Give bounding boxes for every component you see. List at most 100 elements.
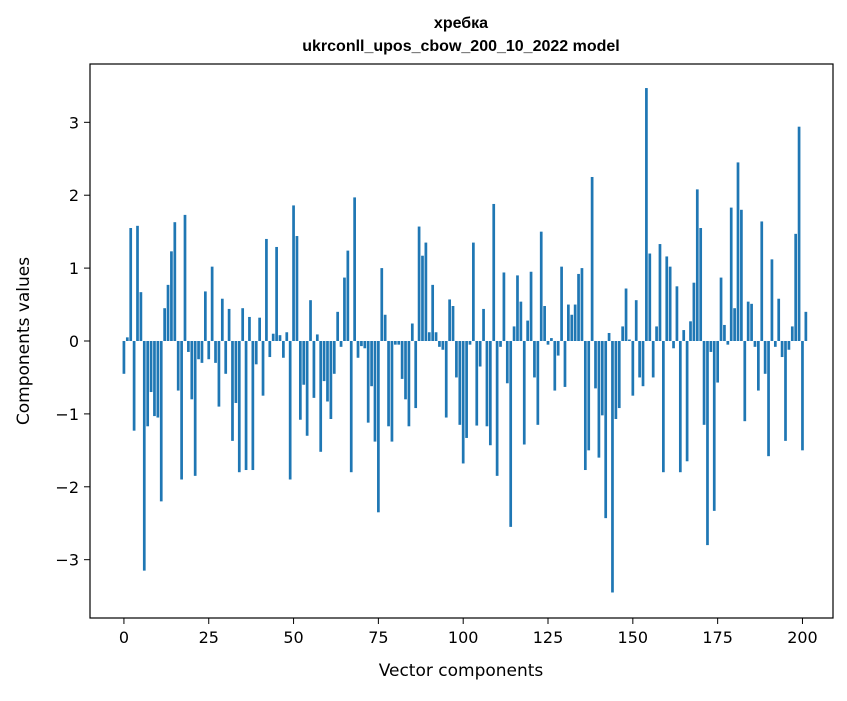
bar xyxy=(142,341,146,571)
bar xyxy=(370,341,373,387)
bar xyxy=(573,304,577,341)
bar xyxy=(349,341,353,473)
bar xyxy=(285,332,289,341)
bar xyxy=(624,288,628,341)
bar xyxy=(448,299,451,341)
bar xyxy=(767,341,770,457)
bar xyxy=(723,324,726,341)
bar xyxy=(797,126,801,341)
bar xyxy=(366,341,370,423)
bar xyxy=(251,341,255,471)
bar xyxy=(173,222,177,341)
bar xyxy=(550,338,553,341)
bar xyxy=(393,341,397,345)
bar xyxy=(784,341,787,441)
x-tick-label: 100 xyxy=(448,628,479,647)
bar xyxy=(682,330,686,341)
bar xyxy=(153,341,156,417)
bar xyxy=(224,341,228,374)
bar xyxy=(567,304,570,341)
bar xyxy=(478,341,482,367)
bar xyxy=(675,286,679,341)
bar xyxy=(170,251,173,341)
bar xyxy=(410,323,414,341)
bar xyxy=(658,244,662,341)
bar xyxy=(736,162,740,341)
bar xyxy=(740,209,743,341)
bar xyxy=(234,341,238,403)
bar xyxy=(638,341,641,378)
bar xyxy=(397,341,401,345)
bar xyxy=(746,301,750,341)
bar xyxy=(427,332,431,341)
bar xyxy=(149,341,153,393)
bar xyxy=(763,341,767,374)
bar xyxy=(190,341,194,400)
bar xyxy=(662,341,665,473)
bar xyxy=(539,231,543,341)
bar xyxy=(553,341,557,391)
x-tick-label: 50 xyxy=(283,628,303,647)
bar xyxy=(444,341,448,418)
bar xyxy=(231,341,234,441)
bar xyxy=(706,341,709,546)
bar xyxy=(332,341,336,374)
bar xyxy=(492,203,496,341)
bar xyxy=(485,341,489,427)
bar xyxy=(702,341,706,425)
bar xyxy=(801,341,804,451)
bar xyxy=(312,341,316,398)
bar xyxy=(254,341,258,365)
bar xyxy=(455,341,458,378)
x-tick-label: 75 xyxy=(368,628,388,647)
bar xyxy=(628,339,631,341)
x-tick-label: 175 xyxy=(702,628,733,647)
bar xyxy=(363,341,367,349)
bar xyxy=(794,233,798,341)
bar xyxy=(475,341,479,426)
bar xyxy=(689,321,692,341)
bar xyxy=(502,272,506,341)
bar xyxy=(217,341,221,407)
bar xyxy=(509,341,513,527)
bar xyxy=(716,341,720,383)
bar xyxy=(597,341,601,458)
bar xyxy=(587,341,591,451)
bar xyxy=(543,306,546,341)
bar xyxy=(522,341,526,445)
bar xyxy=(655,326,658,341)
x-tick-label: 125 xyxy=(533,628,564,647)
bar xyxy=(125,337,129,341)
bar xyxy=(207,341,211,360)
bar xyxy=(319,341,323,452)
bar xyxy=(383,314,387,341)
bar xyxy=(651,341,655,378)
y-tick-label: 1 xyxy=(69,259,79,278)
bar xyxy=(329,341,333,419)
y-tick-label: 2 xyxy=(69,186,79,205)
bar xyxy=(390,341,394,442)
bar xyxy=(414,341,418,409)
bar xyxy=(166,284,170,341)
bar xyxy=(322,341,326,382)
bar xyxy=(760,221,764,341)
bar xyxy=(136,225,139,341)
bar xyxy=(258,317,261,341)
bar xyxy=(309,300,312,341)
bar xyxy=(529,271,533,341)
bar xyxy=(438,341,441,347)
bar xyxy=(227,308,231,341)
y-tick-label: 0 xyxy=(69,332,79,351)
bar xyxy=(556,341,560,356)
bar xyxy=(183,214,187,341)
bar xyxy=(156,341,160,418)
bar xyxy=(645,88,648,341)
bar xyxy=(594,341,597,389)
bar xyxy=(712,341,716,511)
bar xyxy=(692,282,696,341)
bar xyxy=(770,259,774,341)
y-tick-label: −2 xyxy=(55,478,79,497)
bar xyxy=(505,341,509,384)
bar xyxy=(533,341,536,378)
